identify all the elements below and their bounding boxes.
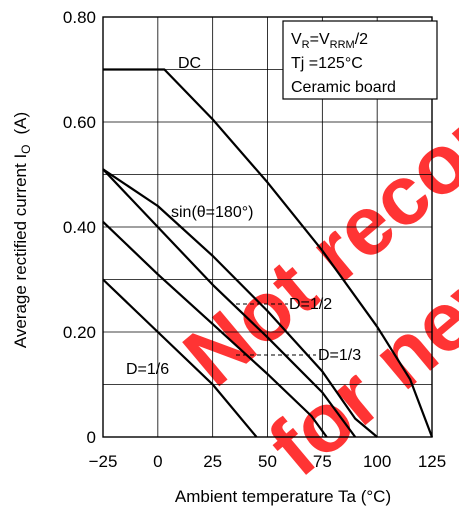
x-tick-label: 0: [153, 452, 162, 471]
series-label-d-1-2: D=1/2: [289, 296, 332, 313]
condition-board: Ceramic board: [291, 79, 396, 96]
x-tick-label: 100: [363, 452, 391, 471]
curves: [102, 68, 434, 438]
x-tick-label: 125: [418, 452, 446, 471]
series-label-d-1-3: D=1/3: [318, 347, 361, 364]
condition-junction-temp: Tj =125°C: [291, 55, 363, 72]
series-label-dc: DC: [178, 55, 201, 72]
y-tick-label: 0.80: [63, 8, 96, 27]
x-tick-labels: −25 0 25 50 75 100 125: [89, 452, 447, 471]
series-line-d-1-6: [102, 278, 258, 438]
x-axis-title: Ambient temperature Ta (°C): [175, 487, 391, 506]
y-tick-label: 0.20: [63, 323, 96, 342]
y-tick-label: 0: [87, 428, 96, 447]
series-label-sin180: sin(θ=180°): [171, 204, 253, 221]
series-label-d-1-6: D=1/6: [126, 361, 169, 378]
y-tick-labels: 0 0.20 0.40 0.60 0.80: [63, 8, 96, 447]
conditions-box: VR=VRRM/2 Tj =125°C Ceramic board: [282, 20, 438, 100]
x-tick-label: 25: [203, 452, 222, 471]
y-tick-label: 0.40: [63, 218, 96, 237]
x-tick-label: 75: [313, 452, 332, 471]
series-line-d-1-2: [102, 168, 357, 438]
series-line-d-1-3: [102, 221, 328, 438]
y-axis-title: Average rectified current IO(A): [11, 112, 33, 348]
series-line-sin-180: [102, 168, 378, 438]
y-tick-label: 0.60: [63, 113, 96, 132]
plot-frame: [102, 16, 433, 438]
x-tick-label: 50: [258, 452, 277, 471]
x-tick-label: −25: [89, 452, 118, 471]
label-guides: [236, 303, 316, 356]
condition-voltage: VR=VRRM/2: [291, 31, 368, 51]
conditions-box-frame: [282, 20, 438, 100]
series-line-dc: [103, 68, 434, 438]
